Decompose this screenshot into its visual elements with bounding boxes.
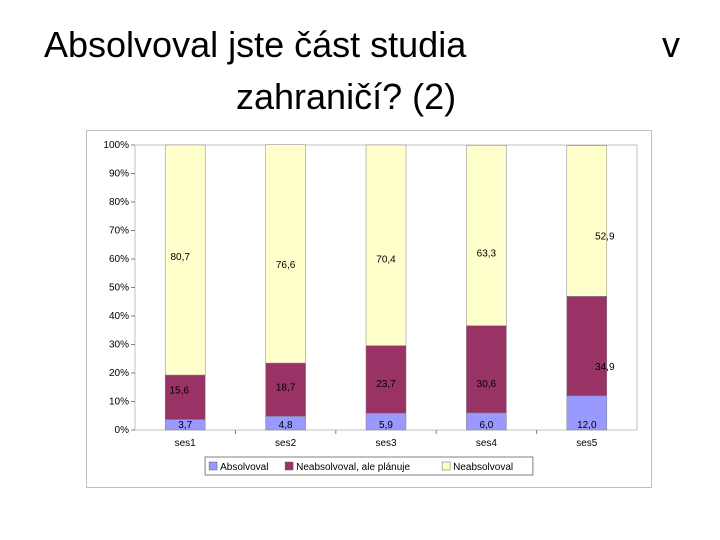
data-label: 6,0 — [479, 420, 493, 431]
chart-frame: 0% 10% 20% 30% 40% 50% 60% 70% 80% 90% 100% 3,7 15,6… — [86, 130, 652, 488]
bar-segment — [164, 144, 206, 376]
y-tick-label: 40% — [109, 311, 129, 322]
data-label: 23,7 — [376, 379, 396, 390]
slide-title: Absolvoval jste část studia v zahraničí?… — [40, 20, 680, 120]
data-label: 30,6 — [477, 379, 497, 390]
y-tick-label: 50% — [109, 283, 129, 294]
legend-swatch — [284, 461, 294, 471]
x-tick-label: ses2 — [275, 438, 297, 449]
data-label: 4,8 — [279, 420, 293, 431]
data-label: 34,9 — [595, 362, 615, 373]
y-tick-label: 10% — [109, 397, 129, 408]
legend-label: Absolvoval — [220, 462, 268, 473]
slide-title-line2: zahraničí? (2) — [236, 76, 457, 117]
y-tick-label: 20% — [109, 368, 129, 379]
x-tick-label: ses1 — [175, 438, 197, 449]
data-label: 52,9 — [595, 231, 615, 242]
data-label: 70,4 — [376, 255, 396, 266]
bar-segment — [265, 362, 306, 417]
legend-swatch — [208, 461, 218, 471]
bar-segment — [365, 144, 407, 346]
legend-label: Neabsolvoval — [453, 462, 513, 473]
bar-segment — [566, 296, 608, 397]
bar-segment — [164, 374, 206, 420]
y-tick-label: 90% — [109, 169, 129, 180]
legend-box — [204, 456, 534, 476]
x-tick-label: ses5 — [576, 438, 598, 449]
bar-segment — [566, 145, 608, 297]
y-tick-label: 30% — [109, 340, 129, 351]
y-tick-label: 70% — [109, 226, 129, 237]
bar-segment — [466, 325, 507, 414]
legend-label: Neabsolvoval, ale plánuje — [296, 462, 410, 473]
data-label: 18,7 — [276, 382, 296, 393]
data-label: 15,6 — [169, 385, 189, 396]
x-tick-label: ses3 — [375, 438, 397, 449]
stacked-bar-chart: 0% 10% 20% 30% 40% 50% 60% 70% 80% 90% 100% 3,7 15,6… — [103, 140, 638, 476]
data-label: 3,7 — [178, 420, 192, 431]
legend-swatch — [441, 461, 451, 471]
y-tick-label: 80% — [109, 197, 129, 208]
data-label: 76,6 — [276, 260, 296, 271]
y-tick-label: 100% — [103, 140, 129, 151]
bar-segment — [265, 144, 306, 364]
data-label: 12,0 — [577, 420, 597, 431]
x-tick-label: ses4 — [476, 438, 498, 449]
y-tick-label: 60% — [109, 254, 129, 265]
slide-title-line1: Absolvoval jste část studia — [44, 24, 467, 65]
data-label: 80,7 — [170, 252, 190, 263]
data-label: 63,3 — [477, 249, 497, 260]
slide-title-line1-end: v — [662, 24, 680, 65]
bar-segment — [466, 145, 507, 326]
y-tick-label: 0% — [115, 425, 130, 436]
data-label: 5,9 — [379, 420, 393, 431]
